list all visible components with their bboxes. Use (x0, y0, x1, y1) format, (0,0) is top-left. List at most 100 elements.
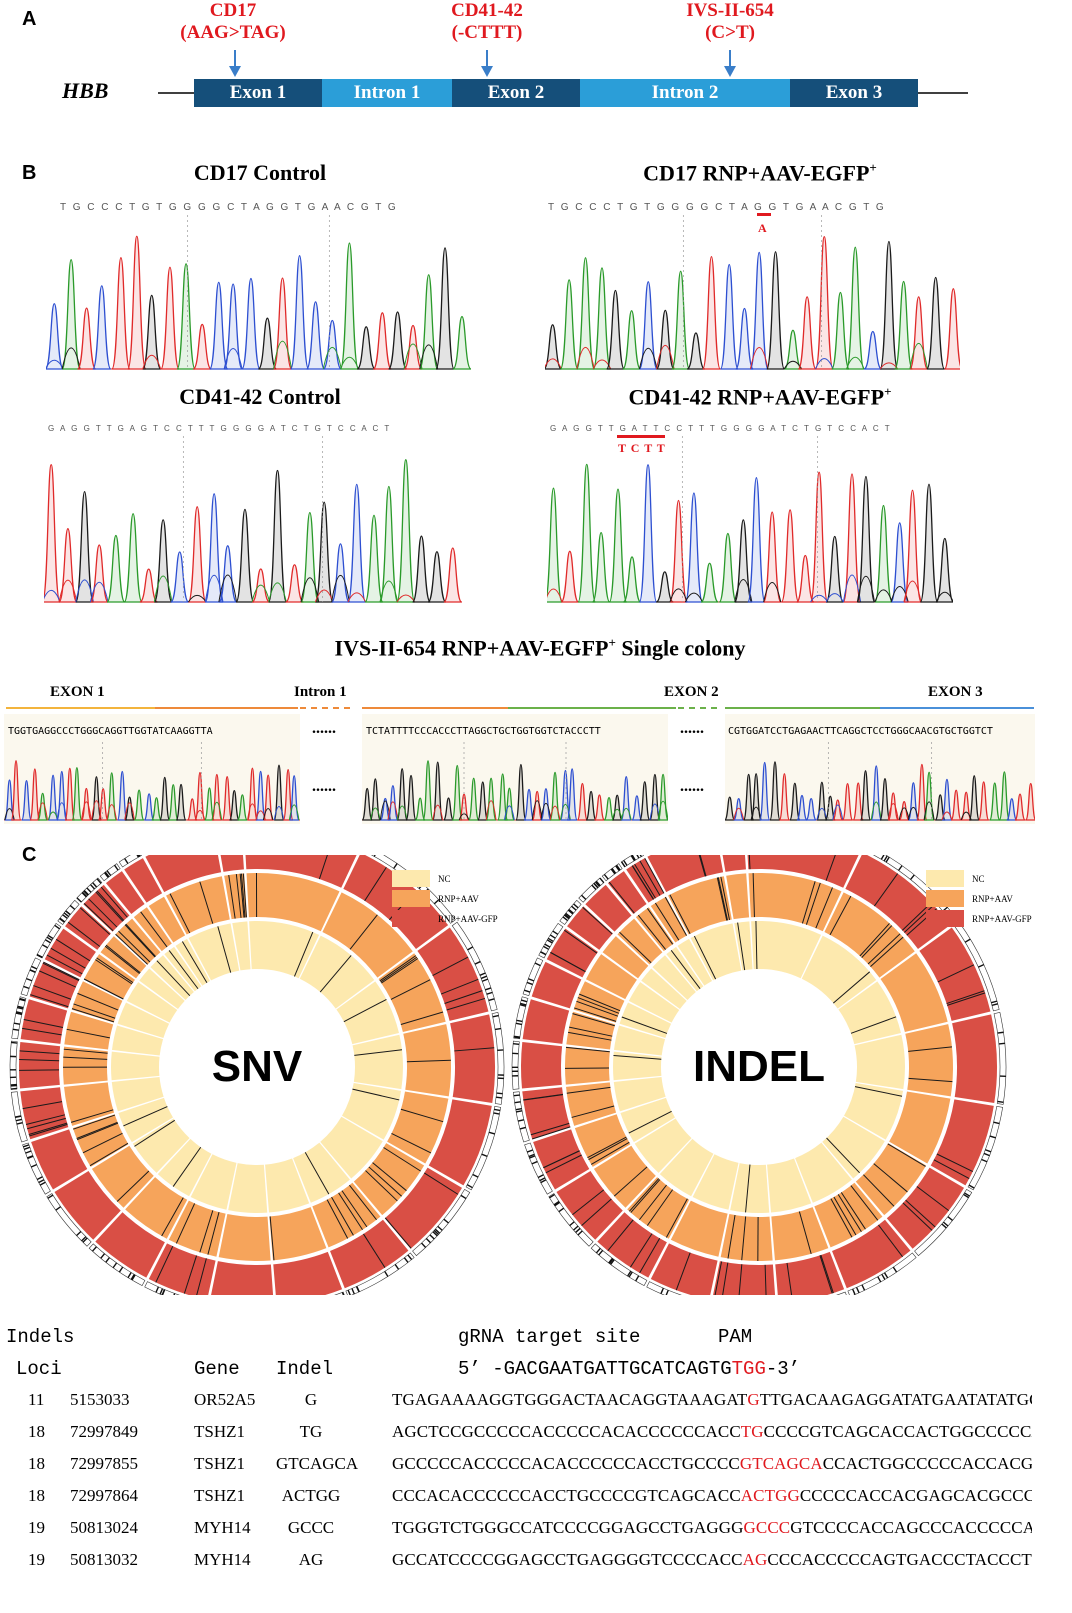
chromatogram-cd17-control (46, 215, 471, 370)
mutation-underline (757, 213, 771, 216)
colony-seq-3: CGTGGATCCTGAGAACTTCAGGCTCCTGGGCAACGTGCTG… (728, 726, 993, 737)
chromatogram-colony-exon1 (4, 742, 300, 821)
panel-letter-c: C (22, 844, 37, 866)
trace-title-cd17-edited: CD17 RNP+AAV-EGFP+ (560, 160, 960, 186)
row-chr: 18 (28, 1486, 45, 1505)
row-indel: GTCAGCA (276, 1454, 359, 1473)
trace-seq-cd17-edited: T G C C C T G T G G G G C T A G G T G A … (548, 202, 886, 213)
legend-label: RNP+AAV (972, 893, 1013, 904)
title-tail: Single colony (615, 635, 746, 661)
grna-seq: 5’ -GACGAATGATTGCATCAGTG (458, 1358, 732, 1380)
region-bars (6, 707, 1034, 709)
circle-label-indel: INDEL (693, 1042, 825, 1091)
seq-post: CCCACCCCCAGTGACCCTACCCTGTCCCC (767, 1550, 1032, 1569)
row-chr: 19 (28, 1550, 45, 1569)
legend-label: RNP+AAV-GFP (972, 913, 1032, 924)
seq-post: CCACTGGCCCCCACCACGAGCACGC (822, 1454, 1032, 1473)
seq-indel: AG (742, 1550, 768, 1569)
row-pos: 50813032 (70, 1550, 138, 1569)
row-gene: TSHZ1 (194, 1422, 245, 1441)
gene-label: HBB (62, 78, 109, 103)
trace-seq-cd41-control: G A G G T T G A G T C C T T T G G G G A … (48, 424, 392, 433)
row-chr: 18 (28, 1422, 45, 1441)
colony-title: IVS-II-654 RNP+AAV-EGFP+ Single colony (200, 635, 880, 661)
legend-nc: NC (392, 870, 451, 887)
seq-indel: GTCAGCA (739, 1454, 823, 1473)
seq-post: CCCCCACCACGAGCACGCCCAGCACCA (799, 1486, 1032, 1505)
legend-swatch (926, 870, 964, 887)
colony-trace-box (725, 714, 1035, 824)
title-text: CD41-42 RNP+AAV-EGFP (628, 384, 885, 410)
mutation-mark-cd17: A (758, 221, 767, 235)
pam-label: PAM (718, 1326, 753, 1348)
seq-indel: ACTGG (740, 1486, 800, 1505)
row-sequence: GCCCCCACCCCCACACCCCCCACCTGCCCCGTCAGCACCA… (392, 1454, 1032, 1474)
segment-exon-1: Exon 1 (194, 79, 322, 107)
mutation-change: (-CTTT) (451, 22, 523, 43)
seq-post: GTCCCCACCAGCCCACCCCCAGTGACC (790, 1518, 1032, 1537)
circos-indel (511, 855, 1007, 1295)
header-indel: Indel (276, 1358, 334, 1380)
legend-label: RNP+AAV-GFP (438, 913, 498, 924)
legend-swatch (392, 870, 430, 887)
legend-label: NC (972, 873, 985, 884)
row-gene: OR52A5 (194, 1390, 256, 1409)
legend-nc: NC (926, 870, 985, 887)
grna-sequence: 5’ -GACGAATGATTGCATCAGTGTGG-3’ (458, 1358, 800, 1380)
grna-pam: TGG (731, 1358, 766, 1380)
row-chr: 11 (28, 1390, 45, 1409)
trace-title-cd41-control: CD41-42 Control (179, 384, 341, 409)
mutation-name: CD17 (209, 0, 257, 21)
trace-seq-cd41-edited: G A G G T T G A T T C C T T T G G G G A … (550, 424, 892, 433)
region-label-intron-1: Intron 1 (294, 684, 347, 700)
panel-letter-b: B (22, 162, 37, 184)
title-text: CD17 RNP+AAV-EGFP (643, 160, 870, 186)
ellipsis: ...... (680, 778, 704, 795)
ellipsis: ...... (312, 720, 336, 737)
mutation-label-cd41-42: CD41-42 (-CTTT) (432, 0, 542, 44)
ellipsis: ...... (312, 778, 336, 795)
title-superscript: + (869, 160, 877, 175)
trace-seq-cd17-control: T G C C C T G T G G G G C T A G G T G A … (60, 202, 398, 213)
row-sequence: GCCATCCCCGGAGCCTGAGGGGTCCCCACCAGCCCACCCC… (392, 1550, 1032, 1570)
row-pos: 72997855 (70, 1454, 138, 1473)
seq-pre: GCCCCCACCCCCACACCCCCCACCTGCCCC (392, 1454, 740, 1473)
ellipsis: ...... (680, 720, 704, 737)
chromatogram-cd41-edited (547, 436, 953, 603)
grna-suffix: -3’ (765, 1358, 801, 1380)
row-pos: 72997864 (70, 1486, 138, 1505)
row-pos: 72997849 (70, 1422, 138, 1441)
seq-pre: TGGGTCTGGGCCATCCCCGGAGCCTGAGGG (392, 1518, 744, 1537)
row-sequence: CCCACACCCCCCACCTGCCCCGTCAGCACCACTGGCCCCC… (392, 1486, 1032, 1506)
chromatogram-cd17-edited (545, 215, 960, 370)
row-sequence: TGGGTCTGGGCCATCCCCGGAGCCTGAGGGGCCCGTCCCC… (392, 1518, 1032, 1538)
segment-intron-2: Intron 2 (580, 79, 790, 107)
row-sequence: AGCTCCGCCCCCACCCCCACACCCCCCACCTGCCCCGTCA… (392, 1422, 1032, 1442)
legend-swatch (926, 890, 964, 907)
row-indel: ACTGG (281, 1486, 341, 1505)
row-pos: 50813024 (70, 1518, 138, 1537)
trace-title-cd17-control: CD17 Control (193, 160, 327, 185)
trace-title-cd41-edited: CD41-42 RNP+AAV-EGFP+ (560, 384, 960, 410)
header-gene: Gene (194, 1358, 240, 1380)
seq-post: TTGACAAGAGGATATGAATATATGGTGGTA (759, 1390, 1032, 1409)
seq-pre: GCCATCCCCGGAGCCTGAGGGGTCCCCACC (392, 1550, 743, 1569)
chromatogram-colony-exon2 (362, 742, 668, 821)
mutation-name: IVS-II-654 (686, 0, 774, 21)
title-superscript: + (884, 384, 892, 399)
seq-indel: G (747, 1390, 760, 1409)
colony-seq-2: TCTATTTTCCCACCCTTAGGCTGCTGGTGGTCTACCCTT (366, 726, 601, 737)
region-label-exon-1: EXON 1 (50, 684, 105, 700)
mutation-underline (617, 435, 665, 438)
chromatogram-colony-exon3 (725, 742, 1035, 821)
legend-rnp-aav-gfp: RNP+AAV-GFP (926, 910, 1032, 927)
row-indel: TG (299, 1422, 323, 1441)
title-text: IVS-II-654 RNP+AAV-EGFP (334, 635, 609, 661)
seq-indel: GCCC (743, 1518, 791, 1537)
row-gene: MYH14 (194, 1518, 251, 1537)
title-superscript: + (608, 635, 616, 650)
row-gene: TSHZ1 (194, 1454, 245, 1473)
seq-post: CCCCGTCAGCACCACTGGCCCCCACCACGA (763, 1422, 1032, 1441)
row-chr: 18 (28, 1454, 45, 1473)
row-indel: AG (298, 1550, 324, 1569)
